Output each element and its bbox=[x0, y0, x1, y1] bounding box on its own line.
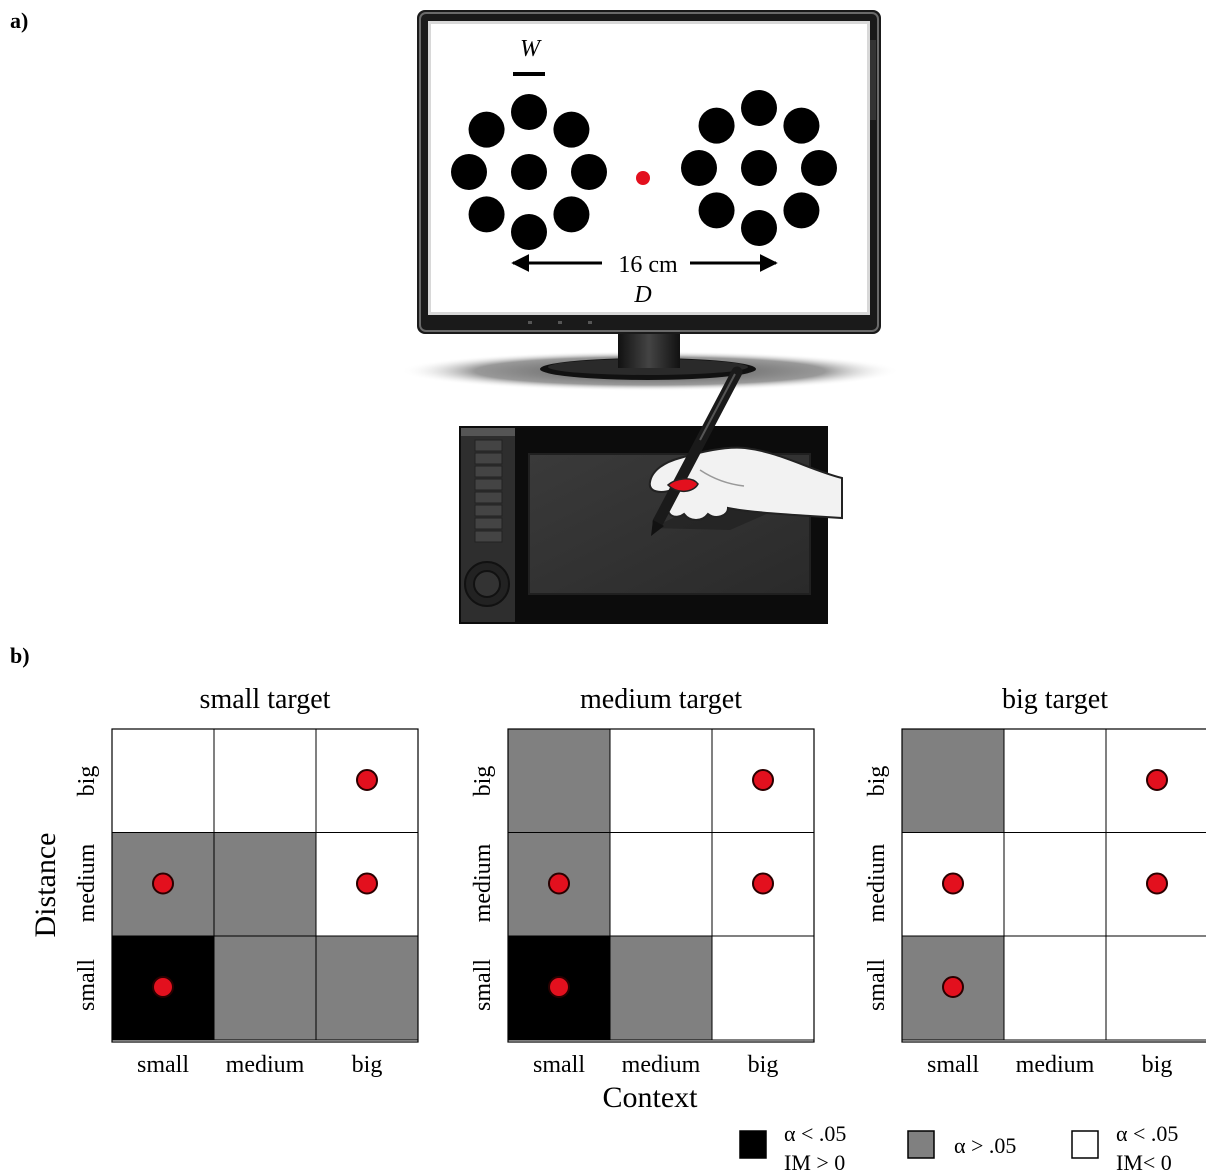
grid-cell bbox=[507, 728, 611, 834]
row-label: small bbox=[74, 959, 100, 1011]
legend-item: α < .05 IM > 0 bbox=[739, 1121, 846, 1175]
pen-tip bbox=[651, 520, 664, 536]
target-circle bbox=[468, 196, 505, 233]
target-circle bbox=[783, 107, 820, 144]
grid-cell bbox=[1003, 728, 1107, 834]
monitor-screen bbox=[431, 24, 867, 312]
significance-dot bbox=[942, 872, 964, 895]
grid-cell bbox=[213, 832, 317, 937]
row-label: small bbox=[864, 959, 890, 1011]
grid-cell bbox=[901, 728, 1005, 834]
grid-cell bbox=[1105, 935, 1206, 1041]
col-label: small bbox=[927, 1052, 979, 1078]
significance-dot bbox=[752, 872, 774, 895]
row-label: small bbox=[470, 959, 496, 1011]
grid-3: big target big medium small small medium big bbox=[864, 684, 1206, 1078]
monitor-neck bbox=[618, 330, 680, 368]
legend-swatch bbox=[1071, 1130, 1099, 1159]
col-label: medium bbox=[622, 1052, 701, 1078]
grid-2: medium target big medium small small medium bi… bbox=[470, 684, 815, 1078]
target-circle bbox=[451, 154, 487, 190]
start-point bbox=[636, 171, 650, 185]
panel-a-label: a) bbox=[10, 8, 28, 33]
monitor bbox=[400, 10, 900, 391]
legend-item: α < .05 IM< 0 bbox=[1071, 1121, 1178, 1175]
legend-line-2: IM< 0 bbox=[1116, 1150, 1172, 1175]
target-center-2 bbox=[741, 150, 777, 186]
grid-cell bbox=[1003, 935, 1107, 1041]
grid-title: small target bbox=[200, 684, 331, 715]
y-axis-title: Distance bbox=[29, 833, 62, 938]
significance-dot bbox=[942, 976, 964, 998]
target-circle bbox=[698, 192, 735, 229]
x-axis-title: Context bbox=[603, 1081, 699, 1114]
grid-cell bbox=[213, 935, 317, 1041]
grid-cell bbox=[609, 728, 713, 834]
col-label: medium bbox=[1016, 1052, 1095, 1078]
significance-dot bbox=[356, 769, 378, 791]
legend-line-1: α < .05 bbox=[1116, 1121, 1178, 1146]
significance-dot bbox=[152, 872, 174, 895]
significance-dot bbox=[1146, 769, 1168, 791]
legend-line-2: IM > 0 bbox=[784, 1150, 845, 1175]
grid-title: medium target bbox=[580, 684, 742, 715]
tablet-express-keys bbox=[474, 439, 503, 543]
legend-item: α > .05 bbox=[907, 1130, 1016, 1159]
grid-cell bbox=[315, 935, 419, 1041]
width-label: W bbox=[520, 36, 542, 62]
significance-dot bbox=[752, 769, 774, 791]
grid-1: small target big medium small small medium big bbox=[74, 684, 419, 1078]
target-circle bbox=[741, 210, 777, 246]
row-label: big bbox=[470, 766, 496, 797]
legend-swatch bbox=[907, 1130, 935, 1159]
legend-line-1: α > .05 bbox=[954, 1133, 1016, 1158]
significance-dot bbox=[356, 872, 378, 895]
target-center-1 bbox=[511, 154, 547, 190]
grid-cell bbox=[111, 728, 215, 834]
legend-swatch bbox=[739, 1130, 767, 1159]
grid-cell bbox=[1003, 832, 1107, 937]
target-circle bbox=[801, 150, 837, 186]
grid-cell bbox=[609, 935, 713, 1041]
hand-with-pen bbox=[648, 366, 843, 536]
target-circle bbox=[783, 192, 820, 229]
distance-label: D bbox=[633, 282, 651, 308]
legend-line-1: α < .05 bbox=[784, 1121, 846, 1146]
row-label: medium bbox=[470, 843, 496, 922]
target-circle bbox=[553, 196, 590, 233]
grid-cell bbox=[609, 832, 713, 937]
legend: α < .05 IM > 0 α > .05 α < .05 IM< 0 bbox=[739, 1121, 1178, 1175]
row-label: medium bbox=[74, 843, 100, 922]
row-label: big bbox=[864, 766, 890, 797]
significance-dot bbox=[152, 976, 174, 998]
col-label: small bbox=[533, 1052, 585, 1078]
target-circle bbox=[511, 214, 547, 250]
grid-cell bbox=[213, 728, 317, 834]
target-circle bbox=[468, 111, 505, 148]
col-label: big bbox=[1142, 1052, 1173, 1078]
target-clusters bbox=[451, 90, 837, 250]
target-circle bbox=[681, 150, 717, 186]
col-label: big bbox=[748, 1052, 779, 1078]
thumb-nail bbox=[666, 478, 699, 492]
significance-dot bbox=[548, 976, 570, 998]
target-circle bbox=[698, 107, 735, 144]
target-circle bbox=[741, 90, 777, 126]
row-label: big bbox=[74, 766, 100, 797]
target-circle bbox=[571, 154, 607, 190]
target-circle bbox=[553, 111, 590, 148]
col-label: medium bbox=[226, 1052, 305, 1078]
row-label: medium bbox=[864, 843, 890, 922]
grid-cell bbox=[711, 935, 815, 1041]
distance-value: 16 cm bbox=[618, 252, 678, 278]
panel-b-label: b) bbox=[10, 643, 30, 668]
col-label: big bbox=[352, 1052, 383, 1078]
grid-title: big target bbox=[1002, 684, 1108, 715]
col-label: small bbox=[137, 1052, 189, 1078]
significance-dot bbox=[548, 872, 570, 895]
target-circle bbox=[511, 94, 547, 130]
significance-dot bbox=[1146, 872, 1168, 895]
